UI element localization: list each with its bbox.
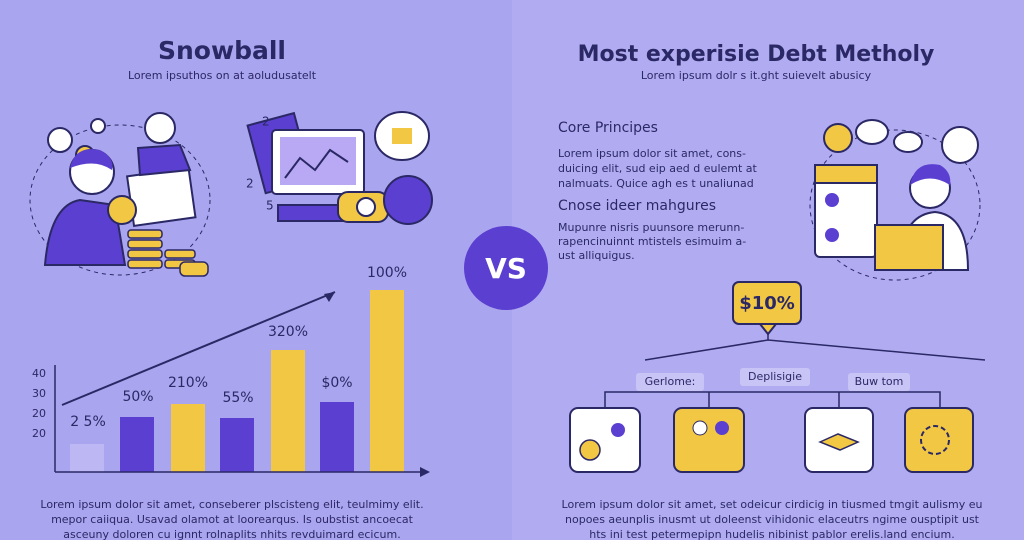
decision-tree: $10% Gerlome: Deplisigie Buw tom (569, 281, 986, 473)
branch-label: Deplisigie (748, 370, 802, 383)
section-text: duicing elit, sud eip aed d eulemt at (558, 162, 758, 175)
callout-text: $10% (739, 293, 795, 314)
bar-label: 55% (222, 390, 253, 406)
y-axis-label: 30 (32, 387, 46, 400)
bar-label: 50% (122, 389, 153, 405)
icon-number: 2 (262, 115, 270, 129)
branch-label: Buw tom (855, 375, 904, 388)
vs-text: VS (485, 252, 527, 285)
right-footer: hts ini test petermepipn hudelis nibinis… (589, 528, 954, 540)
left-footer: mepor caiiqua. Usavad olamot at loorearq… (51, 513, 414, 526)
section-heading: Cnose ideer mahgures (558, 198, 716, 214)
right-footer: nopoes aeunplis inusmt ut doleenst vihid… (565, 513, 980, 526)
bar-label: 100% (367, 265, 407, 281)
section-text: Mupunre nisris puunsore merunn- (558, 221, 744, 234)
left-footer: Lorem ipsum dolor sit amet, conseberer p… (40, 498, 423, 511)
bar-label: 320% (268, 324, 308, 340)
section-heading: Core Principes (558, 120, 658, 136)
y-axis-label: 40 (32, 367, 46, 380)
bar-label: 2 5% (70, 414, 106, 430)
y-axis-label: 20 (32, 427, 46, 440)
right-footer: Lorem ipsum dolor sit amet, set odeicur … (562, 498, 983, 511)
branch-label: Gerlome: (645, 375, 696, 388)
right-subtitle: Lorem ipsum dolr s it.ght suievelt abusi… (641, 69, 872, 82)
bar-label: 210% (168, 375, 208, 391)
vs-badge (464, 226, 548, 310)
section-text: ust alliquigus. (558, 249, 635, 262)
icon-number: 2 (246, 177, 254, 191)
bar-label: $0% (321, 375, 352, 391)
icon-number: 5 (266, 199, 274, 213)
right-title: Most experisie Debt Metholy (578, 42, 935, 67)
person-illustration (29, 112, 211, 277)
bar-chart: 40 30 20 20 2 5% 50% 210% 55% 320% $0% 1… (32, 265, 430, 477)
y-axis-label: 20 (32, 407, 46, 420)
left-subtitle: Lorem ipsuthos on at aoludusatelt (128, 69, 317, 82)
document-illustration (809, 119, 981, 281)
left-footer: asceuny doloren cu ignnt rolnaplits nhit… (63, 528, 400, 540)
section-text: rapencinuinnt mtistels esimuim a- (558, 235, 746, 248)
section-text: Lorem ipsum dolor sit amet, cons- (558, 147, 746, 160)
left-title: Snowball (158, 36, 286, 65)
section-text: nalmuats. Quice agh es t unaliunad (558, 177, 754, 190)
computer-illustration: 2 2 5 (246, 111, 433, 225)
